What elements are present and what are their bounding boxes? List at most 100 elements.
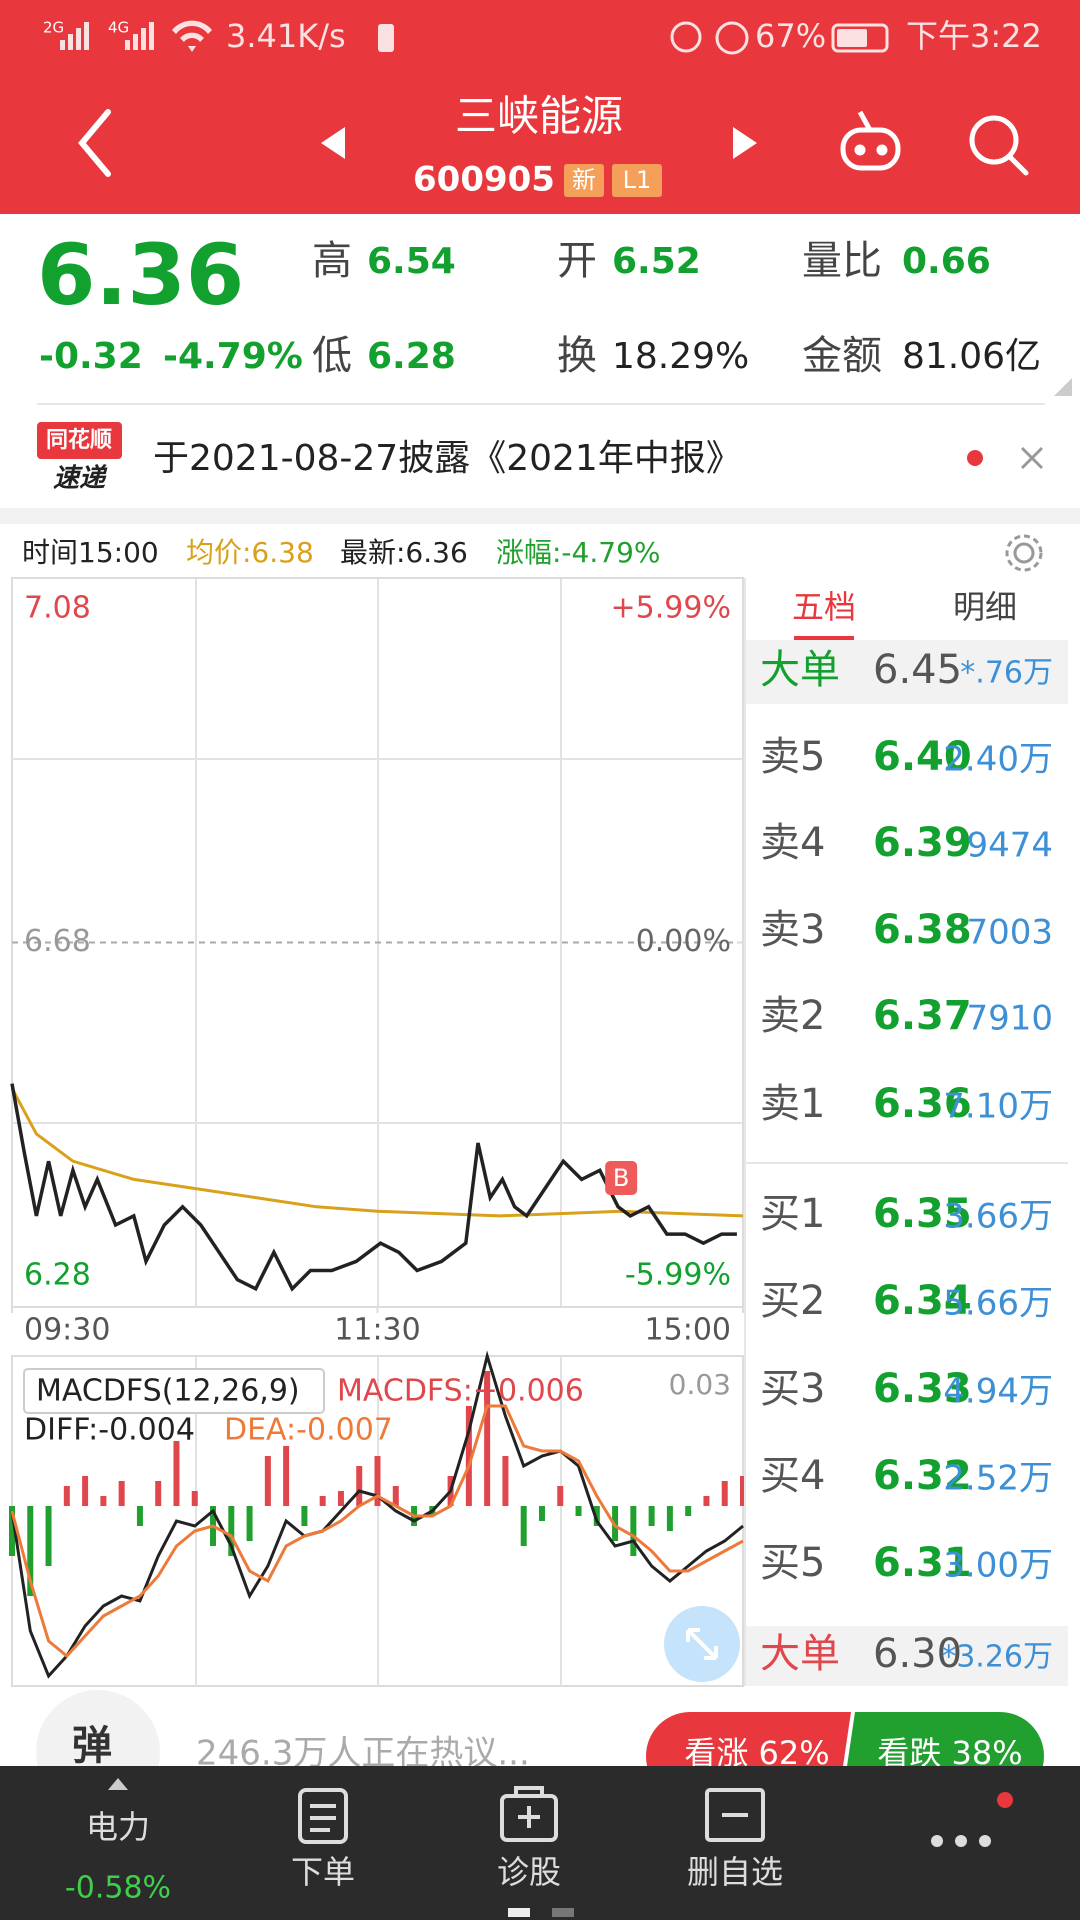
field-label: 换 (557, 333, 597, 379)
macd-bar (356, 1466, 363, 1506)
page-indicator (552, 1908, 574, 1917)
book-volume: 2.52万 (943, 1459, 1053, 1499)
book-label: 大单 (760, 1631, 840, 1677)
sector-change: -0.58% (65, 1871, 171, 1906)
battery-level: 67% (755, 17, 826, 55)
book-label: 卖2 (760, 993, 825, 1039)
macd-bar (648, 1506, 655, 1526)
book-price: 6.31 (873, 1540, 972, 1586)
field-label: 开 (557, 238, 597, 284)
tab[interactable]: 明细 (953, 588, 1017, 626)
close-news[interactable] (1020, 446, 1044, 470)
nav-icons (298, 1786, 765, 1844)
trade-marker (605, 1161, 638, 1195)
macd-bar (740, 1476, 746, 1506)
y-tick-label: 6.68 (24, 924, 91, 959)
y2-tick-label: 0.00% (636, 924, 731, 959)
field-value: 6.28 (367, 336, 456, 377)
macd-bar (465, 1406, 472, 1506)
book-price: 6.39 (873, 820, 972, 866)
news-logo-top: 同花顺 (46, 427, 112, 453)
big-order-bg (746, 640, 1068, 704)
macd-bar (9, 1506, 15, 1556)
fullscreen-icon (686, 1628, 718, 1660)
macd-bar (593, 1506, 600, 1526)
big-order-bg (746, 1626, 1068, 1686)
dea-line (10, 1404, 744, 1659)
y2-tick-label: +5.99% (611, 591, 731, 626)
book-price: 6.30 (873, 1631, 962, 1677)
price-change: -0.32 (39, 336, 143, 377)
status-icons (60, 20, 889, 55)
macd-bar (319, 1496, 326, 1506)
book-label: 卖5 (760, 734, 825, 780)
book-price: 6.38 (873, 907, 972, 953)
book-volume: 3.66万 (943, 1197, 1053, 1237)
book-price: 6.37 (873, 993, 972, 1039)
macd-bar (575, 1506, 582, 1516)
y2-tick-label: -5.99% (625, 1258, 731, 1293)
next-stock[interactable] (733, 127, 757, 159)
legend-entry: DEA:-0.007 (224, 1413, 393, 1448)
x-tick-label: 15:00 (645, 1313, 731, 1348)
book-volume: *3.26万 (941, 1640, 1053, 1675)
notify-dot (997, 1792, 1013, 1808)
section-gap (0, 508, 1080, 524)
more-button[interactable] (931, 1835, 991, 1847)
book-volume: 3.00万 (943, 1546, 1053, 1586)
sector-arrow (108, 1778, 128, 1790)
macd-bar (337, 1491, 344, 1506)
macd-chart: 0.03 MACDFS(12,26,9) MACDFS:+0.006 DIFF:-0.… (9, 1350, 746, 1679)
book-label: 卖3 (760, 907, 825, 953)
x-tick-label: 09:30 (24, 1313, 110, 1348)
info-time: 时间15:00 (22, 536, 159, 569)
field-value: 6.54 (367, 241, 456, 282)
book-label: 买2 (760, 1278, 825, 1324)
y-tick-label: 6.28 (24, 1258, 91, 1293)
macd-bar (301, 1506, 308, 1526)
book-volume: *.76万 (960, 656, 1053, 691)
price-chart: 6.28 6.68 7.08 -5.99% 0.00% +5.99% 09:30 11:30 1… (10, 577, 744, 1348)
price-line (10, 1083, 737, 1292)
trade-marker-label: B (613, 1164, 629, 1192)
back-button[interactable] (78, 109, 111, 177)
book-label: 买5 (760, 1540, 825, 1586)
book-volume: 2.40万 (943, 740, 1053, 780)
nav-item[interactable]: 下单 (291, 1853, 355, 1891)
barrage-badge: 弹 (72, 1723, 112, 1769)
sector-name[interactable]: 电力 (86, 1808, 150, 1846)
tab-active[interactable]: 五档 (792, 588, 856, 626)
bear-label: 看跌 38% (877, 1734, 1022, 1772)
page-indicator (508, 1908, 530, 1917)
macd-bar (82, 1476, 89, 1506)
book-volume: 4.94万 (943, 1372, 1053, 1412)
macd-bar (630, 1506, 637, 1556)
settings-button[interactable] (1005, 534, 1043, 572)
book-volume: 7.10万 (943, 1087, 1053, 1127)
signal-label: 2G (43, 19, 64, 37)
macd-bar (228, 1506, 235, 1556)
tab-underline (794, 636, 854, 640)
book-label: 买1 (760, 1191, 825, 1237)
info-change: 涨幅:-4.79% (496, 536, 661, 569)
search-button[interactable] (969, 115, 1029, 176)
macd-bar (246, 1506, 253, 1541)
prev-stock[interactable] (321, 127, 345, 159)
expand-corner[interactable] (1054, 378, 1072, 396)
stock-name: 三峡能源 (455, 92, 623, 141)
field-value: 6.52 (612, 241, 701, 282)
indicator-box (23, 1368, 325, 1414)
macd-bar (173, 1441, 180, 1506)
quote-fields: 高 6.54 开 6.52 量比 0.66 低 6.28 换 18.29% 金额 81.06亿 (312, 238, 1041, 379)
robot-button[interactable] (840, 110, 901, 171)
info-avg: 均价:6.38 (186, 536, 314, 569)
header-bg (0, 0, 1080, 214)
avg-price-line (10, 1087, 744, 1218)
nav-item[interactable]: 诊股 (497, 1853, 561, 1891)
news-text[interactable]: 于2021-08-27披露《2021年中报》 (153, 438, 742, 479)
stock-code: 600905 (413, 160, 555, 200)
legend-entry: DIFF:-0.004 (24, 1413, 195, 1448)
macd-bar (118, 1481, 125, 1506)
nav-item[interactable]: 删自选 (687, 1853, 783, 1891)
